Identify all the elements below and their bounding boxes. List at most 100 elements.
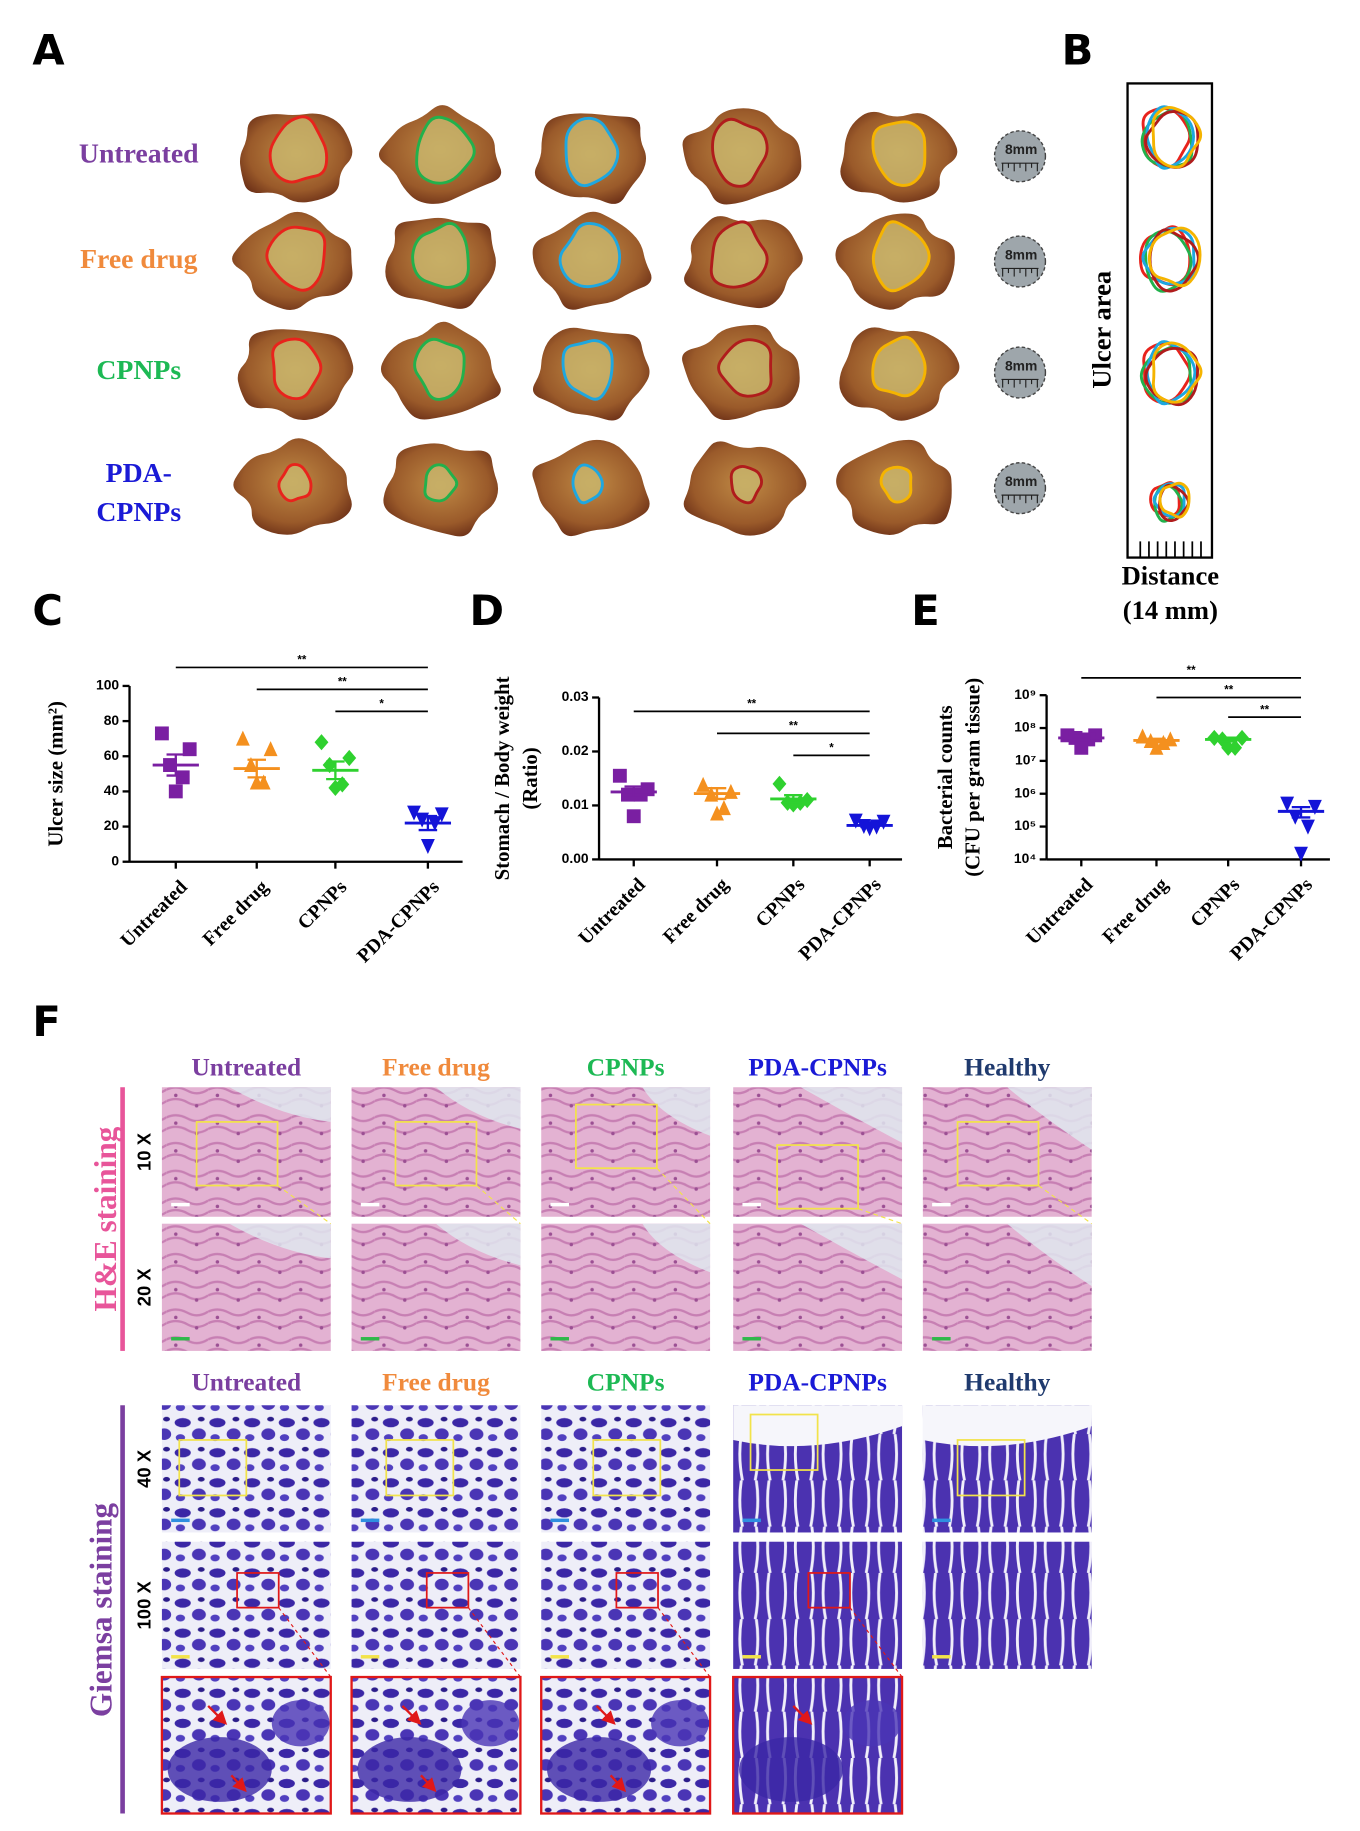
ulcer-outline <box>265 225 327 292</box>
zoom-line <box>278 1607 332 1678</box>
ulcer-outline <box>871 335 927 398</box>
ulcer-outline <box>277 463 313 503</box>
tissue-blob <box>167 1737 272 1802</box>
bacteria-arrow <box>207 1705 228 1725</box>
data-point <box>723 783 738 799</box>
ulcer-outline <box>564 116 620 188</box>
y-tick-label: 0 <box>111 852 119 868</box>
zoom-box <box>749 1413 819 1471</box>
overlay-outline <box>1151 341 1203 404</box>
overlay-outline <box>1144 346 1199 407</box>
ulcer-outline <box>571 463 604 505</box>
y-tick-label: 80 <box>104 712 120 728</box>
data-point <box>876 814 891 830</box>
image-background <box>229 1087 331 1122</box>
column-header: Untreated <box>191 1053 301 1082</box>
ulcer-outline <box>729 465 764 505</box>
panel-label: B <box>1062 25 1094 74</box>
image-background <box>800 1223 903 1280</box>
zoom-box <box>807 1572 851 1609</box>
giemsa-image <box>161 1541 331 1669</box>
ulcer-outline <box>717 338 773 398</box>
y-tick-label: 10⁵ <box>1014 817 1036 833</box>
zoom-line <box>277 1185 332 1225</box>
scale-bar <box>550 1202 569 1207</box>
significance-label: ** <box>789 720 798 732</box>
tissue-blob <box>357 1737 462 1802</box>
data-point <box>1301 819 1315 835</box>
stain-label: Giemsa staining <box>83 1502 118 1717</box>
zoom-line <box>657 1607 711 1678</box>
image-background <box>800 1087 903 1143</box>
bacteria-arrow <box>792 1705 813 1725</box>
data-point <box>168 784 183 799</box>
ulcer <box>278 464 312 501</box>
data-point <box>710 805 724 821</box>
tissue-blob <box>461 1700 520 1747</box>
scale-bar <box>171 1655 190 1659</box>
zoom-line <box>476 1185 521 1225</box>
zoom-box <box>575 1103 658 1170</box>
ulcer-outline <box>711 117 769 188</box>
overlay-outline <box>1145 340 1197 406</box>
y-tick-label: 10⁹ <box>1014 686 1036 702</box>
scale-label: 8mm <box>1005 473 1037 489</box>
tissue-blob <box>651 1700 709 1747</box>
ulcer <box>718 339 772 397</box>
scale-disc <box>993 346 1047 399</box>
tissue-blob <box>547 1737 652 1802</box>
bacteria-arrow <box>609 1774 627 1793</box>
data-point <box>717 800 731 816</box>
data-point <box>772 775 787 792</box>
column-header: PDA-CPNPs <box>748 1053 887 1082</box>
ulcer <box>872 337 926 396</box>
ulcer <box>412 223 469 288</box>
x-tick-label: Free drug <box>198 876 272 950</box>
image-background <box>435 1087 521 1129</box>
data-point <box>175 770 190 785</box>
overlay-outline <box>1144 110 1200 169</box>
bacteria-arrow <box>230 1774 247 1793</box>
scale-bar <box>360 1518 380 1523</box>
scale-bar <box>742 1518 761 1523</box>
panel-label: E <box>911 586 939 635</box>
side-bar <box>120 1087 125 1351</box>
scale-bar <box>932 1337 951 1341</box>
x-tick-label: CPNPs <box>293 876 351 934</box>
scale-bar <box>550 1337 569 1341</box>
ulcer-outline <box>871 220 931 293</box>
y-axis-label: (CFU per gram tissue) <box>961 678 985 877</box>
data-point <box>1221 739 1236 756</box>
panel-label: F <box>32 997 60 1046</box>
overlay-outline <box>1158 481 1191 519</box>
y-tick-label: 10⁷ <box>1015 752 1036 768</box>
column-header: Untreated <box>191 1367 301 1396</box>
row-label: CPNPs <box>96 355 181 386</box>
y-axis-label: Bacterial counts <box>933 705 957 849</box>
image-background <box>922 1405 1092 1447</box>
data-point <box>263 741 278 757</box>
data-point <box>1307 799 1322 815</box>
ulcer <box>272 339 321 399</box>
zoom-line <box>849 1607 903 1678</box>
bacteria-arrow <box>420 1774 437 1793</box>
tissue-blob <box>738 1737 844 1802</box>
magnification-label: 100 X <box>134 1581 155 1630</box>
scale-bar <box>742 1337 761 1341</box>
overlay-outline <box>1147 226 1202 288</box>
scale-bar <box>932 1202 951 1207</box>
y-tick-label: 100 <box>96 677 119 693</box>
overlay-outline <box>1158 483 1190 523</box>
axis-label: (14 mm) <box>1123 595 1218 625</box>
zoom-box <box>178 1439 248 1497</box>
magnification-label: 10 X <box>134 1132 155 1171</box>
scale-label: 8mm <box>1005 246 1037 262</box>
giemsa-image <box>733 1541 903 1669</box>
data-point <box>182 742 197 757</box>
zoom-line <box>1038 1185 1093 1225</box>
y-axis-label: Ulcer size (mm²) <box>44 701 68 847</box>
data-point <box>154 726 169 741</box>
zoom-box <box>236 1572 280 1609</box>
zoom-box <box>615 1572 659 1609</box>
ulcer-outline <box>561 339 614 401</box>
